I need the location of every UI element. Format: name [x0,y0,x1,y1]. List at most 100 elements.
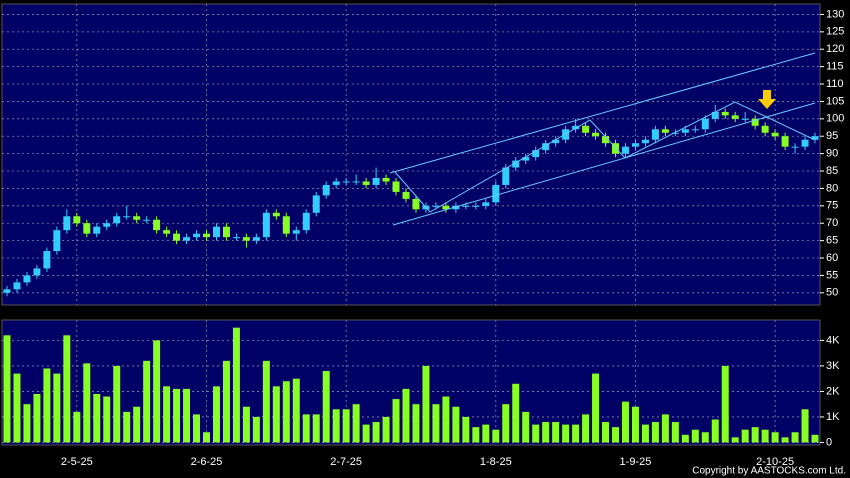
volume-bar [761,429,769,443]
candle-body [761,125,769,133]
y-tick-label: 120 [826,43,844,55]
volume-bar [232,327,240,443]
candle-body [602,136,610,144]
volume-bar [332,409,340,443]
candle-body [621,146,629,154]
candle-body [751,118,759,126]
candle-body [103,223,111,227]
x-tick-label: 1-8-25 [480,456,512,468]
volume-bar [362,424,370,443]
candle-body [791,146,799,148]
trend-lines [389,52,816,226]
volume-bar [532,424,540,443]
volume-bar [113,365,121,443]
volume-bar [292,378,300,443]
volume-bar [791,432,799,443]
volume-bar [681,434,689,443]
candle-body [462,205,470,207]
candle-body [592,132,600,137]
candle-body [492,184,500,203]
volume-bar [731,437,739,443]
candle-body [282,216,290,234]
candle-body [651,129,659,140]
volume-bar [771,432,779,443]
candle-body [173,233,181,241]
candle-body [23,275,31,283]
y-tick-label: 90 [826,148,838,160]
volume-bar [63,335,71,443]
candle-body [203,233,210,238]
candle-body [33,268,41,276]
candle-body [691,129,699,131]
candle-body [582,125,590,133]
volume-bar [73,411,81,443]
volume-bar [23,404,31,443]
volume-bar [203,432,210,443]
candle-body [312,195,320,213]
candle-body [123,216,131,218]
candle-body [83,223,91,234]
volume-bar [93,393,101,443]
volume-bar [751,427,759,443]
candle-body [801,139,809,147]
volume-bar [512,383,520,443]
y-tick-label: 2K [826,385,840,397]
candle-body [472,205,480,207]
y-tick-label: 0 [826,436,832,448]
volume-bar [173,388,181,443]
volume-bar [781,437,789,443]
candle-body [382,177,390,182]
candle-body [352,181,360,183]
volume-bar [382,416,390,443]
candle-body [322,184,330,196]
volume-bar [472,427,480,443]
candle-body [641,139,649,144]
candle-body [302,212,310,231]
candle-body [811,136,819,140]
volume-bar [442,396,450,443]
candle-body [113,216,121,224]
candle-body [183,237,191,241]
y-tick-label: 115 [826,61,844,73]
volume-bar [312,414,320,443]
volume-bar [193,414,201,443]
candle-body [681,129,689,133]
volume-bar [412,404,420,443]
volume-bar [242,406,250,443]
price-panel [1,3,821,306]
volume-bar [462,416,470,443]
candle-body [502,167,510,185]
volume-bar [322,371,330,443]
volume-bar [103,396,111,443]
candle-body [163,230,171,234]
candle-body [452,205,460,210]
candle-body [3,289,11,293]
volume-bar [711,419,719,443]
y-tick-label: 3K [826,360,840,372]
volume-bar [153,340,161,443]
candle-body [212,226,220,238]
candle-body [771,132,779,137]
volume-bar [801,409,809,443]
volume-bar [123,411,131,443]
candle-body [552,139,560,144]
candle-body [731,115,739,119]
candle-body [272,212,280,217]
y-tick-label: 4K [826,334,840,346]
y-tick-label: 80 [826,182,838,194]
y-tick-label: 95 [826,130,838,142]
volume-bar [522,411,530,443]
y-tick-label: 110 [826,78,844,90]
volume-bar [143,360,151,443]
volume-bar [572,424,580,443]
y-tick-label: 1K [826,411,840,423]
volume-bar [691,429,699,443]
x-tick-label: 2-7-25 [330,456,362,468]
volume-bar [302,414,310,443]
volume-bar [43,368,51,443]
volume-bar [352,404,360,443]
volume-bar [222,360,230,443]
volume-bar [582,414,590,443]
volume-bar [552,422,560,443]
x-tick-label: 2-5-25 [61,456,93,468]
